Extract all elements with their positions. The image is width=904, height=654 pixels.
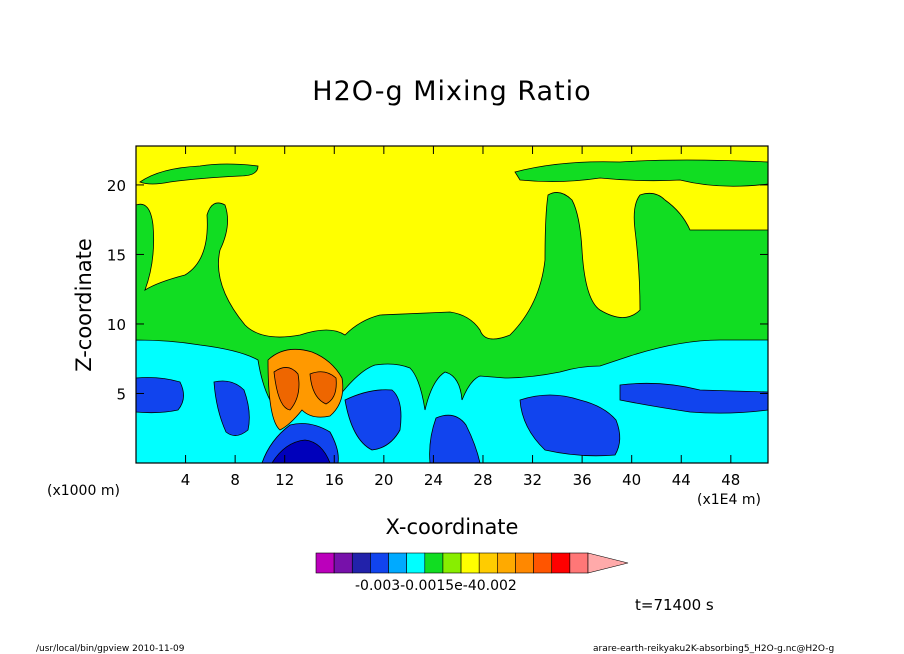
x-unit-label: (x1E4 m) xyxy=(697,492,761,508)
x-tick-label: 4 xyxy=(181,471,191,489)
region-navy xyxy=(271,439,331,463)
colorbar xyxy=(315,552,629,574)
plot-frame xyxy=(135,145,769,464)
region-green xyxy=(139,163,259,185)
y-tick-label: 20 xyxy=(107,177,126,195)
y-tick-label: 5 xyxy=(116,385,126,403)
colorbar-swatch xyxy=(497,552,516,574)
contour-fills xyxy=(136,146,768,463)
colorbar-extension-arrow xyxy=(587,552,629,574)
colorbar-swatch xyxy=(351,552,371,574)
colorbar-swatch xyxy=(315,552,335,574)
x-axis-label: X-coordinate xyxy=(385,515,519,539)
colorbar-swatch xyxy=(424,552,444,574)
x-tick-label: 28 xyxy=(473,471,492,489)
region-dark-orange xyxy=(273,367,300,411)
x-tick-label: 24 xyxy=(424,471,443,489)
y-tick-label: 10 xyxy=(107,316,126,334)
region-blue xyxy=(344,389,402,451)
x-tick-label: 8 xyxy=(230,471,240,489)
region-green xyxy=(514,159,768,187)
x-tick-label: 40 xyxy=(622,471,641,489)
time-label: t=71400 s xyxy=(635,596,714,614)
colorbar-tick-labels: -0.003-0.0015e-40.002 xyxy=(355,578,517,594)
footer-right: arare-earth-reikyaku2K-absorbing5_H2O-g.… xyxy=(593,644,835,654)
footer-left: /usr/local/bin/gpview 2010-11-09 xyxy=(36,644,185,654)
region-blue xyxy=(619,382,768,414)
colorbar-swatch xyxy=(406,552,426,574)
region-dark-orange xyxy=(309,371,337,405)
colorbar-swatch xyxy=(533,552,553,574)
z-unit-label: (x1000 m) xyxy=(47,483,120,499)
y-axis-label: Z-coordinate xyxy=(72,238,96,372)
colorbar-swatch xyxy=(515,552,534,574)
x-tick-label: 20 xyxy=(374,471,393,489)
colorbar-swatch xyxy=(569,552,589,574)
x-tick-label: 48 xyxy=(721,471,740,489)
x-tick-label: 12 xyxy=(275,471,294,489)
chart-title: H2O-g Mixing Ratio xyxy=(312,76,592,107)
region-blue xyxy=(429,414,481,463)
x-tick-label: 36 xyxy=(573,471,592,489)
colorbar-swatch xyxy=(333,552,353,574)
region-blue xyxy=(136,377,184,414)
x-tick-label: 32 xyxy=(523,471,542,489)
colorbar-swatch xyxy=(370,552,389,574)
region-blue xyxy=(519,394,621,457)
x-tick-label: 44 xyxy=(672,471,691,489)
x-tick-label: 16 xyxy=(325,471,344,489)
colorbar-swatch xyxy=(388,552,407,574)
colorbar-swatch xyxy=(442,552,462,574)
y-tick-label: 15 xyxy=(107,246,126,264)
y-axis-ticks: 5 10 15 20 xyxy=(107,177,768,403)
colorbar-swatch xyxy=(551,552,571,574)
colorbar-swatch xyxy=(478,552,498,574)
region-blue xyxy=(213,380,250,436)
x-axis-ticks: 4 8 12 16 20 24 28 32 36 40 44 48 xyxy=(181,146,740,489)
colorbar-swatch xyxy=(460,552,480,574)
